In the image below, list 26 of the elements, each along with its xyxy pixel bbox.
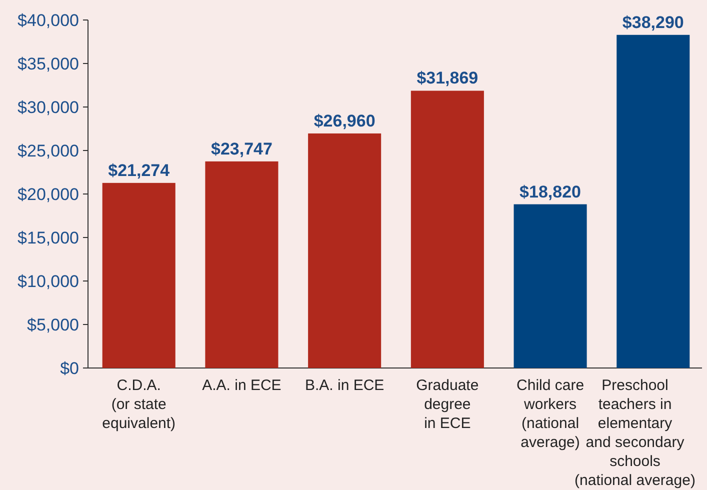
data-label: $38,290 (622, 12, 684, 32)
x-tick-label: Child care workers (national average) (516, 377, 584, 451)
data-label: $31,869 (416, 68, 478, 88)
bar (205, 161, 278, 368)
data-label: $18,820 (520, 182, 582, 202)
x-tick-label: Graduate degree in ECE (416, 377, 479, 432)
data-label: $21,274 (108, 160, 170, 180)
y-tick-label: $0 (60, 358, 79, 378)
y-tick-label: $5,000 (27, 315, 79, 334)
bar (616, 34, 690, 368)
y-tick-label: $25,000 (18, 141, 79, 160)
bar (410, 90, 484, 368)
data-label: $23,747 (210, 139, 272, 158)
y-tick-label: $15,000 (18, 228, 79, 248)
x-tick-label: C.D.A. (or state equivalent) (102, 377, 176, 432)
bar (102, 182, 176, 368)
x-tick-label: A.A. in ECE (202, 377, 282, 394)
x-tick-label: B.A. in ECE (304, 377, 384, 394)
bar (308, 133, 382, 368)
y-tick-label: $40,000 (18, 10, 79, 30)
y-tick-label: $35,000 (18, 54, 79, 74)
y-tick-label: $20,000 (18, 184, 79, 204)
bar (514, 204, 587, 368)
data-label: $26,960 (314, 111, 376, 130)
y-tick-label: $30,000 (18, 98, 79, 117)
y-tick-label: $10,000 (18, 272, 79, 291)
